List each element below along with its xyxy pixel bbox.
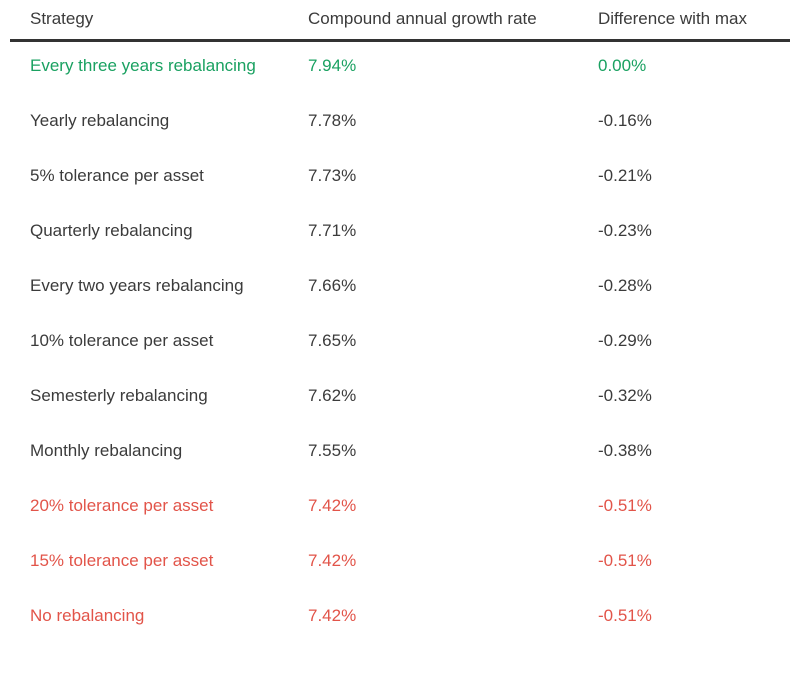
difference-cell: -0.28% — [598, 275, 652, 295]
table-row: Yearly rebalancing 7.78% -0.16% — [0, 93, 794, 148]
strategy-cell: Every three years rebalancing — [30, 55, 256, 75]
strategy-cell: Monthly rebalancing — [30, 440, 183, 460]
difference-cell: -0.16% — [598, 110, 652, 130]
strategy-cell: 15% tolerance per asset — [30, 550, 214, 570]
cagr-cell: 7.42% — [308, 495, 357, 515]
table-row: 15% tolerance per asset 7.42% -0.51% — [0, 533, 794, 588]
table-row: Monthly rebalancing 7.55% -0.38% — [0, 423, 794, 478]
strategy-cell: No rebalancing — [30, 605, 145, 625]
difference-cell: -0.38% — [598, 440, 652, 460]
strategy-cell: Every two years rebalancing — [30, 275, 244, 295]
cagr-cell: 7.42% — [308, 550, 357, 570]
difference-cell: -0.51% — [598, 550, 652, 570]
cagr-cell: 7.71% — [308, 220, 357, 240]
table-row: 20% tolerance per asset 7.42% -0.51% — [0, 478, 794, 533]
column-header-difference: Difference with max — [598, 9, 747, 28]
table-row: 5% tolerance per asset 7.73% -0.21% — [0, 148, 794, 203]
strategy-cell: Quarterly rebalancing — [30, 220, 193, 240]
cagr-cell: 7.42% — [308, 605, 357, 625]
cagr-cell: 7.55% — [308, 440, 357, 460]
header-divider — [10, 39, 790, 42]
strategy-cell: 10% tolerance per asset — [30, 330, 214, 350]
difference-cell: -0.21% — [598, 165, 652, 185]
column-header-cagr: Compound annual growth rate — [308, 9, 537, 28]
difference-cell: -0.51% — [598, 495, 652, 515]
table-row: 10% tolerance per asset 7.65% -0.29% — [0, 313, 794, 368]
difference-cell: 0.00% — [598, 55, 647, 75]
column-header-strategy: Strategy — [30, 9, 94, 28]
difference-cell: -0.51% — [598, 605, 652, 625]
cagr-cell: 7.62% — [308, 385, 357, 405]
table-row: Every three years rebalancing 7.94% 0.00… — [0, 38, 794, 93]
strategy-cell: 20% tolerance per asset — [30, 495, 214, 515]
strategy-cell: Semesterly rebalancing — [30, 385, 208, 405]
table-row: No rebalancing 7.42% -0.51% — [0, 588, 794, 643]
table-row: Semesterly rebalancing 7.62% -0.32% — [0, 368, 794, 423]
table-row: Quarterly rebalancing 7.71% -0.23% — [0, 203, 794, 258]
difference-cell: -0.29% — [598, 330, 652, 350]
strategy-cell: Yearly rebalancing — [30, 110, 170, 130]
cagr-cell: 7.78% — [308, 110, 357, 130]
strategy-cell: 5% tolerance per asset — [30, 165, 204, 185]
cagr-cell: 7.66% — [308, 275, 357, 295]
table-row: Every two years rebalancing 7.66% -0.28% — [0, 258, 794, 313]
table-header-row: Strategy Compound annual growth rate Dif… — [0, 0, 794, 39]
cagr-cell: 7.65% — [308, 330, 357, 350]
table-body: Every three years rebalancing 7.94% 0.00… — [0, 38, 794, 643]
difference-cell: -0.23% — [598, 220, 652, 240]
difference-cell: -0.32% — [598, 385, 652, 405]
cagr-cell: 7.94% — [308, 55, 357, 75]
cagr-cell: 7.73% — [308, 165, 357, 185]
